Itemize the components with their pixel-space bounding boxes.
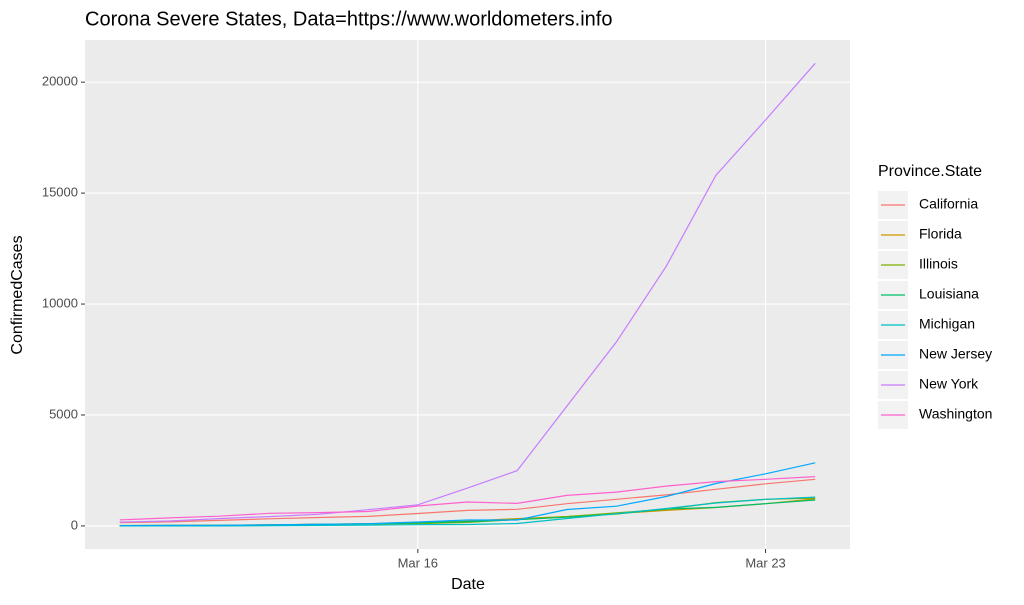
legend-label: California [919,196,978,212]
series-line [119,478,816,524]
legend-label: Louisiana [919,286,979,302]
legend-label: Washington [919,406,992,422]
series-line [119,62,816,523]
y-tick-label: 15000 [42,185,78,200]
x-tick-label: Mar 16 [398,555,438,570]
series-line [119,462,816,527]
legend-title: Province.State [878,163,982,180]
y-axis-label: ConfirmedCases [9,235,26,354]
legend-label: Michigan [919,316,975,332]
y-tick-label: 10000 [42,295,78,310]
y-tick-label: 0 [71,517,78,532]
panel [85,40,850,549]
legend-label: Florida [919,226,962,242]
chart-title: Corona Severe States, Data=https://www.w… [85,8,612,30]
x-tick-label: Mar 23 [745,555,785,570]
x-axis-label: Date [451,576,485,593]
y-tick-label: 5000 [49,406,78,421]
series-line [119,476,816,521]
legend-label: New Jersey [919,346,992,362]
legend-label: Illinois [919,256,958,272]
series-line [119,496,816,527]
y-tick-label: 20000 [42,74,78,89]
legend-label: New York [919,376,979,392]
